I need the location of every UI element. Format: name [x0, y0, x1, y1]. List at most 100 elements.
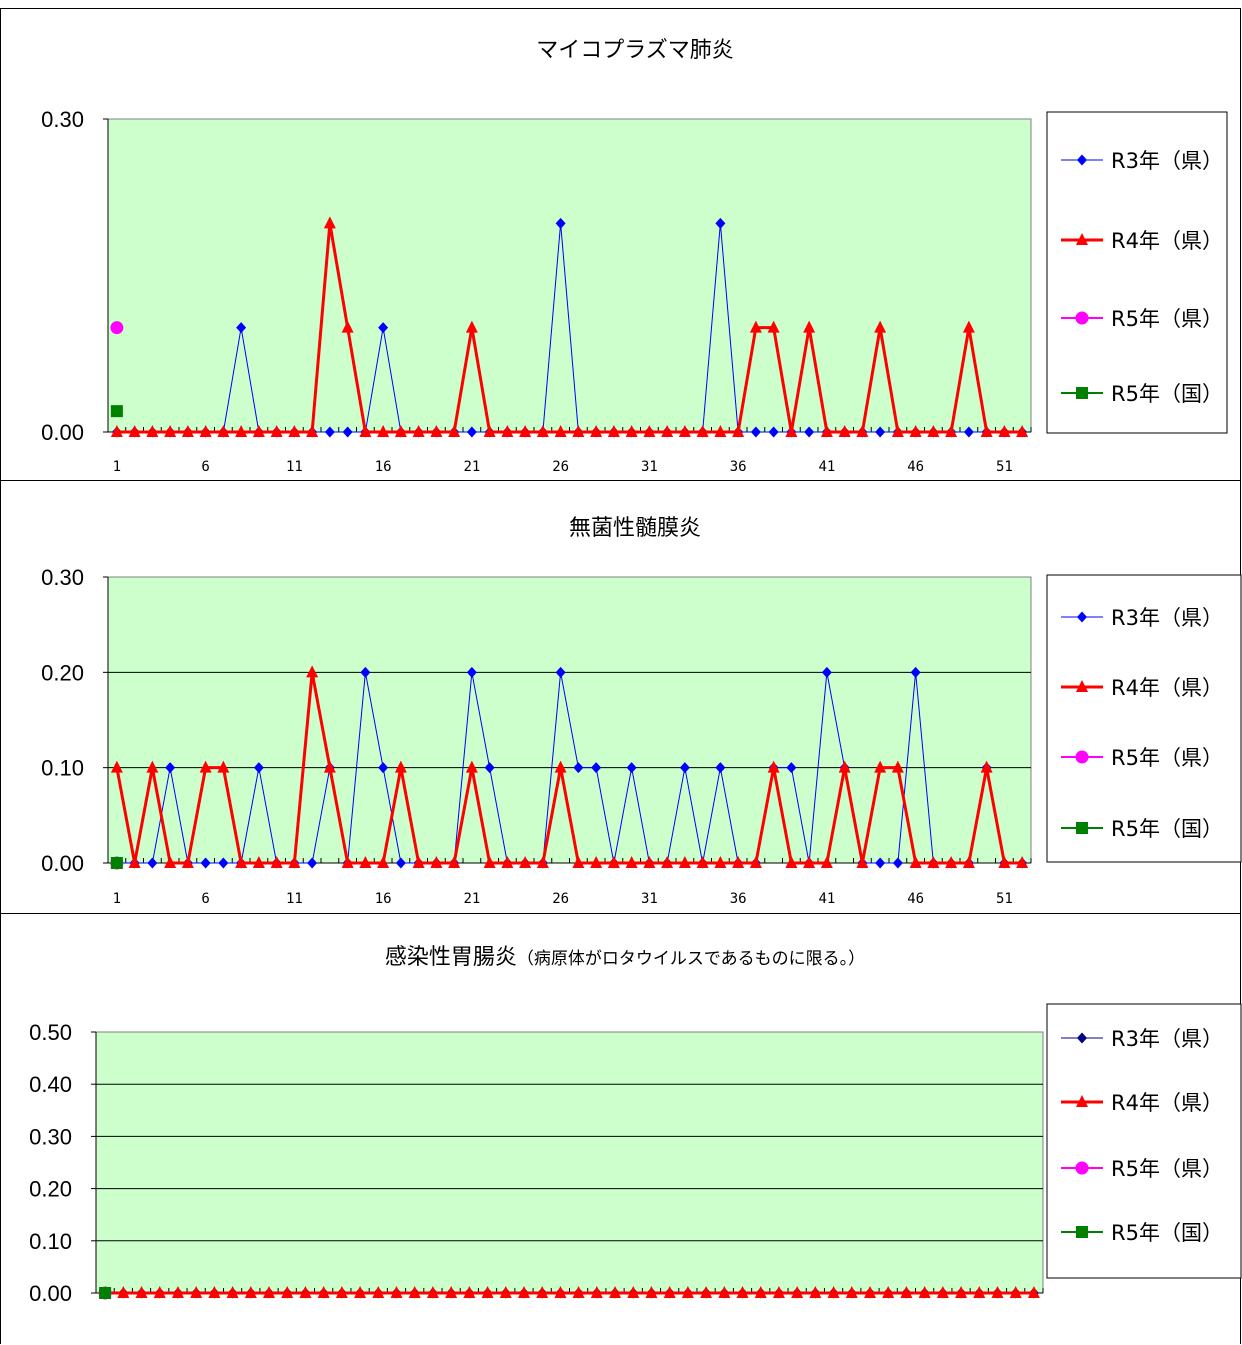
data-point [572, 425, 585, 437]
y-tick-label: 0.20 [29, 1177, 72, 1202]
data-point [679, 762, 690, 774]
data-point [335, 1286, 348, 1298]
legend-label: R4年（県） [1111, 229, 1223, 253]
chart-panel-aseptic-meningitis: 無菌性髄膜炎 0.00 0.10 0.20 0.30 1 6 11 16 21 26 31 36 41 46… [0, 480, 1242, 914]
data-point [909, 425, 922, 437]
series-r4-pref [110, 665, 1029, 868]
legend-label: R5年（国） [1111, 817, 1223, 841]
x-tick-label: 26 [552, 891, 569, 907]
data-point [110, 857, 123, 869]
data-point [749, 856, 762, 868]
legend-label: R4年（県） [1111, 1091, 1223, 1115]
data-point [499, 1286, 512, 1298]
data-point [153, 1286, 166, 1298]
data-point [181, 425, 194, 437]
data-point [820, 856, 833, 868]
data-point [875, 426, 886, 438]
data-point [519, 856, 532, 868]
data-point [875, 857, 886, 869]
data-point [110, 425, 123, 437]
data-point [394, 760, 407, 773]
data-point [519, 425, 532, 437]
plot-area [95, 1031, 1044, 1294]
data-point [607, 856, 620, 868]
data-point [200, 857, 211, 869]
plot-area [107, 118, 1032, 433]
data-point [377, 425, 390, 437]
data-point [609, 1286, 622, 1298]
y-tick-label: 0.50 [29, 1020, 72, 1045]
legend-marker [1075, 1161, 1089, 1175]
data-point [962, 856, 975, 868]
data-point [378, 762, 389, 774]
data-point [572, 1286, 585, 1298]
data-point [874, 320, 887, 333]
data-point [217, 425, 230, 437]
data-point [803, 856, 816, 868]
data-point [910, 666, 921, 678]
data-point [786, 762, 797, 774]
data-point [678, 856, 691, 868]
data-point [208, 1286, 221, 1298]
y-tick-label: 0.00 [29, 1281, 72, 1306]
x-tick-label: 11 [286, 891, 303, 907]
x-tick-label: 46 [907, 459, 924, 475]
data-point [1016, 856, 1029, 868]
x-tick-label: 21 [463, 891, 480, 907]
data-point [270, 425, 283, 437]
data-point [554, 1286, 567, 1298]
data-point [372, 1286, 385, 1298]
data-point [803, 320, 816, 333]
data-point [838, 425, 851, 437]
data-point [217, 760, 230, 773]
legend-label: R3年（県） [1111, 606, 1223, 630]
x-tick-label: 51 [996, 891, 1013, 907]
chart-title-main: 無菌性髄膜炎 [569, 516, 701, 541]
y-tick-label: 0.20 [41, 660, 84, 685]
data-point [626, 762, 637, 774]
data-point [700, 1286, 713, 1298]
data-point [171, 1286, 184, 1298]
data-point [117, 1286, 130, 1298]
y-tick-label: 0.10 [41, 756, 84, 781]
data-point [146, 760, 159, 773]
y-tick-label: 0.30 [29, 1124, 72, 1149]
legend-marker [1077, 1032, 1087, 1044]
data-point [768, 426, 779, 438]
data-point [147, 857, 158, 869]
data-point [377, 856, 390, 868]
data-point [962, 320, 975, 333]
data-point [661, 856, 674, 868]
data-point [99, 1287, 112, 1299]
data-point [891, 425, 904, 437]
data-point [785, 856, 798, 868]
chart-title-main: マイコプラズマ肺炎 [536, 38, 734, 63]
legend-label: R3年（県） [1111, 1027, 1223, 1051]
x-tick-label: 36 [730, 891, 747, 907]
data-point [324, 426, 335, 438]
data-point [882, 1286, 895, 1298]
series-r5-national [110, 857, 123, 869]
series-r5-pref [110, 321, 124, 335]
data-point [360, 666, 371, 678]
chart-panel-rotavirus-gastroenteritis: 感染性胃腸炎（病原体がロタウイルスであるものに限る。） 0.00 0.10 0.20 0… [0, 913, 1242, 1344]
data-point [874, 760, 887, 773]
data-point [643, 425, 656, 437]
legend-label: R5年（国） [1111, 1221, 1223, 1245]
data-point [445, 1286, 458, 1298]
data-point [856, 425, 869, 437]
series-r4-pref-line [115, 672, 1023, 865]
data-point [625, 856, 638, 868]
data-point [128, 856, 141, 868]
data-point [190, 1286, 203, 1298]
data-point [252, 425, 265, 437]
data-point [555, 666, 566, 678]
data-point [892, 857, 903, 869]
x-tick-label: 1 [113, 459, 121, 475]
data-point [430, 425, 443, 437]
series-r3-pref-line [116, 672, 1023, 864]
x-tick-label: 36 [730, 459, 747, 475]
data-point [430, 856, 443, 868]
data-point [110, 405, 123, 418]
data-point [1027, 1286, 1040, 1298]
